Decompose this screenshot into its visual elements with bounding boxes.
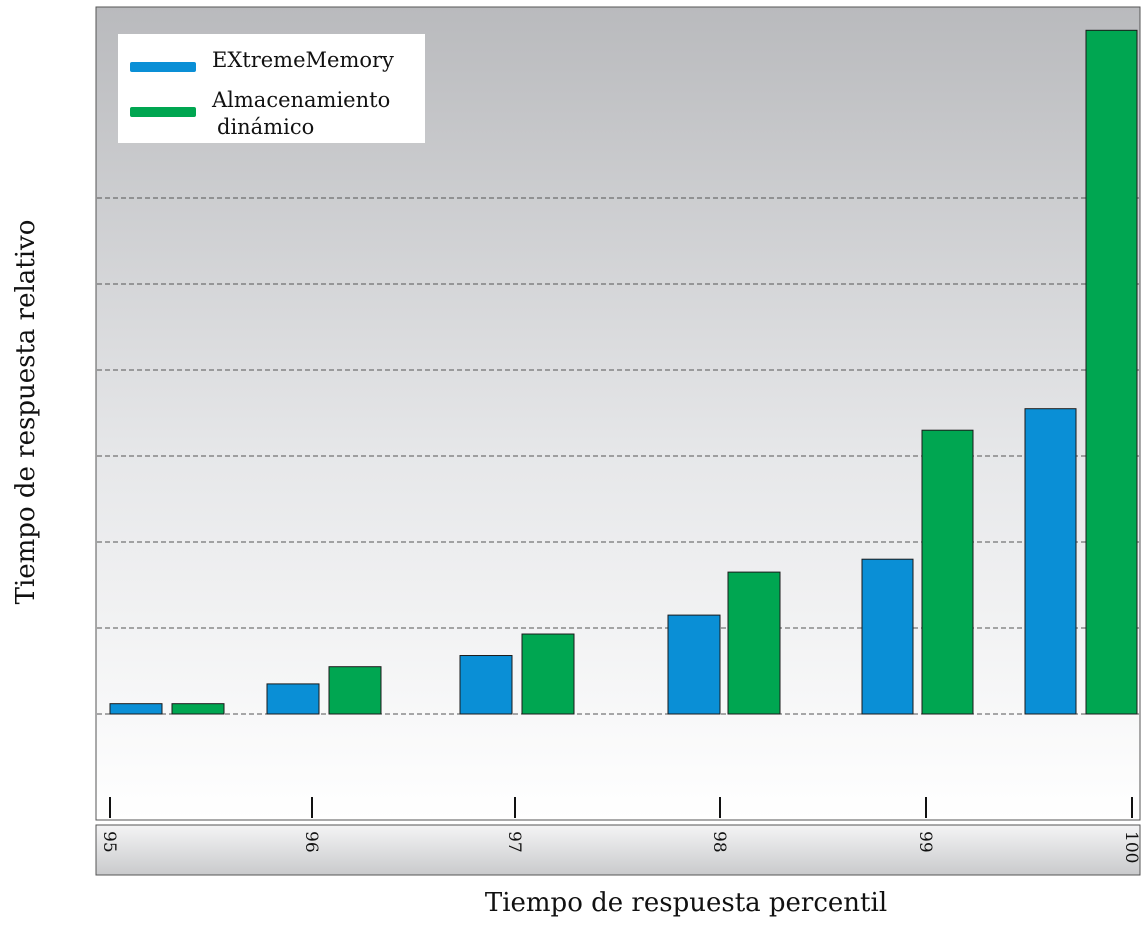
bar-almacenamiento-95 bbox=[171, 703, 225, 715]
legend-label-extremememory: EXtremeMemory bbox=[212, 48, 394, 72]
x-tick-labels: 95 96 97 98 99 100 bbox=[99, 831, 1141, 863]
bar-almacenamiento-100 bbox=[1085, 29, 1138, 715]
bar-extremememory-96 bbox=[266, 683, 320, 715]
x-axis-title: Tiempo de respuesta percentil bbox=[485, 888, 887, 918]
bar-extremememory-97 bbox=[459, 655, 513, 715]
legend-swatch-almacenamiento bbox=[130, 107, 196, 117]
x-tick-label-100: 100 bbox=[1121, 831, 1141, 863]
x-axis-label-strip bbox=[95, 824, 1141, 876]
y-axis-title: Tiempo de respuesta relativo bbox=[11, 220, 41, 605]
bar-almacenamiento-97 bbox=[521, 633, 575, 715]
bar-extremememory-98 bbox=[667, 614, 721, 715]
bar-extremememory-100 bbox=[1024, 408, 1077, 715]
bar-extremememory-99 bbox=[861, 558, 914, 715]
x-ticks bbox=[109, 797, 1133, 818]
bar-extremememory-95 bbox=[109, 703, 163, 715]
legend-swatch-extremememory bbox=[130, 62, 196, 72]
legend: EXtremeMemory Almacenamiento dinámico bbox=[118, 34, 425, 143]
x-tick-label-96: 96 bbox=[301, 831, 321, 853]
bar-almacenamiento-96 bbox=[328, 666, 382, 715]
x-tick-label-97: 97 bbox=[504, 831, 524, 853]
legend-box bbox=[118, 34, 425, 143]
bars bbox=[109, 29, 1138, 715]
bar-almacenamiento-98 bbox=[727, 571, 781, 715]
legend-label-almacenamiento-line1: Almacenamiento bbox=[211, 88, 390, 112]
legend-label-almacenamiento-line2: dinámico bbox=[217, 115, 314, 139]
x-tick-label-99: 99 bbox=[915, 831, 935, 853]
bar-almacenamiento-99 bbox=[921, 429, 974, 715]
x-tick-label-95: 95 bbox=[99, 831, 119, 853]
x-tick-label-98: 98 bbox=[709, 831, 729, 853]
